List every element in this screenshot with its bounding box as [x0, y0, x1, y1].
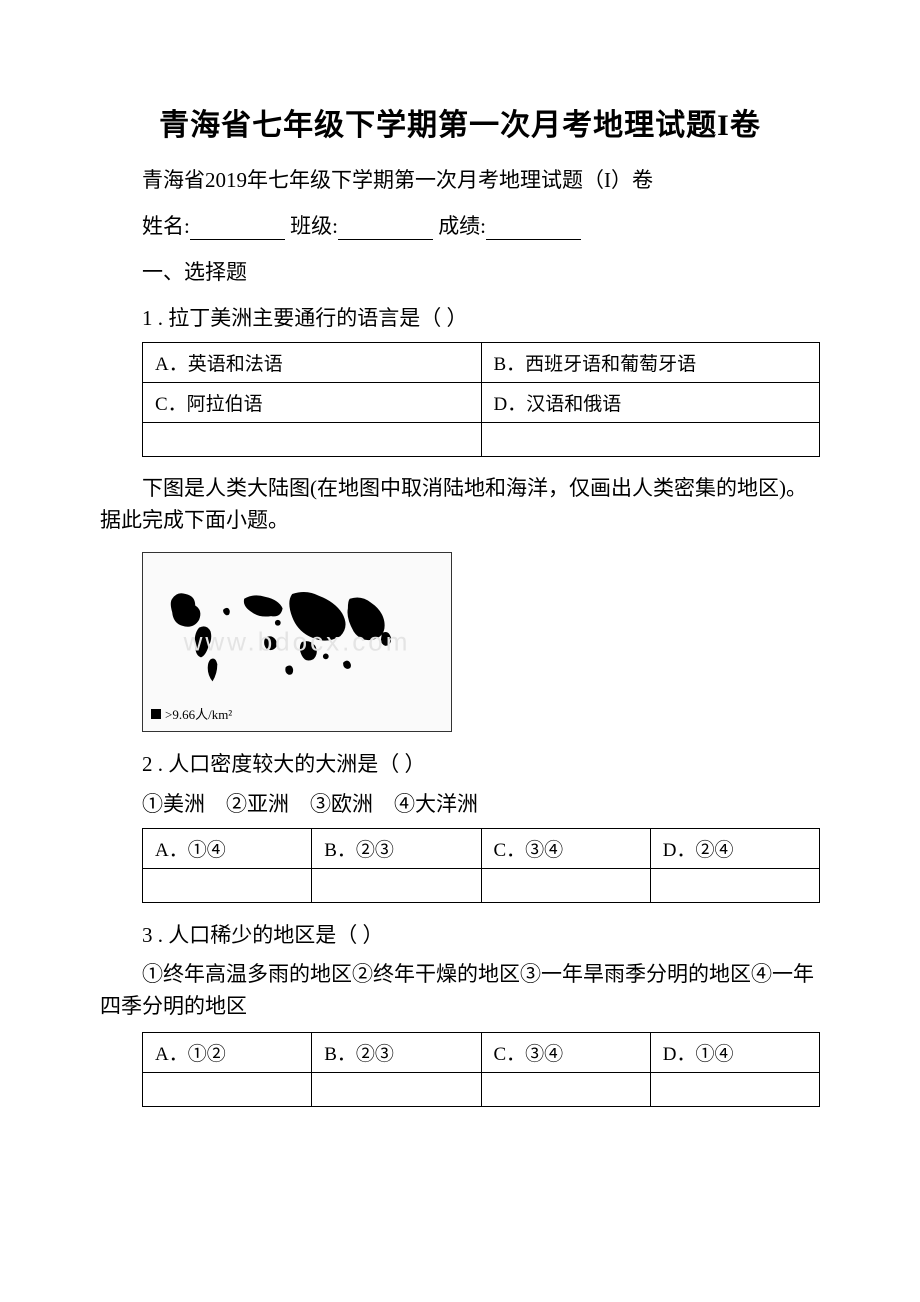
class-label: 班级: [290, 214, 338, 238]
q1-option-d: D．汉语和俄语 [481, 383, 820, 423]
q2-option-c: C．③④ [481, 829, 650, 869]
q3-option-d: D．①④ [650, 1033, 819, 1073]
q1-options-table: A．英语和法语 B．西班牙语和葡萄牙语 C．阿拉伯语 D．汉语和俄语 [142, 342, 820, 457]
table-row: A．①② B．②③ C．③④ D．①④ [143, 1033, 820, 1073]
table-row [143, 869, 820, 903]
name-label: 姓名: [142, 214, 190, 238]
empty-cell [143, 869, 312, 903]
page-title: 青海省七年级下学期第一次月考地理试题I卷 [100, 100, 820, 144]
q1-prompt: 1 . 拉丁美洲主要通行的语言是（ ） [100, 302, 820, 332]
map-legend: >9.66人/km² [151, 704, 232, 723]
empty-cell [143, 423, 482, 457]
q1-option-a: A．英语和法语 [143, 343, 482, 383]
empty-cell [481, 1073, 650, 1107]
q2-items: ①美洲 ②亚洲 ③欧洲 ④大洋洲 [100, 788, 820, 818]
name-blank [190, 220, 285, 240]
table-row: A．英语和法语 B．西班牙语和葡萄牙语 [143, 343, 820, 383]
q2-option-b: B．②③ [312, 829, 481, 869]
empty-cell [143, 1073, 312, 1107]
q3-prompt: 3 . 人口稀少的地区是（ ） [100, 919, 820, 949]
map-svg [153, 563, 441, 721]
empty-cell [312, 869, 481, 903]
q3-items: ①终年高温多雨的地区②终年干燥的地区③一年旱雨季分明的地区④一年四季分明的地区 [100, 959, 820, 1022]
q2-option-a: A．①④ [143, 829, 312, 869]
legend-text: >9.66人/km² [165, 704, 232, 723]
map-figure: www.bdocx.com >9.66人/km² [142, 552, 452, 732]
legend-square-icon [151, 709, 161, 719]
section-title: 一、选择题 [100, 256, 820, 286]
table-row [143, 423, 820, 457]
empty-cell [481, 423, 820, 457]
class-blank [338, 220, 433, 240]
map-intro: 下图是人类大陆图(在地图中取消陆地和海洋，仅画出人类密集的地区)。据此完成下面小… [100, 473, 820, 536]
q1-option-c: C．阿拉伯语 [143, 383, 482, 423]
subtitle: 青海省2019年七年级下学期第一次月考地理试题（I）卷 [100, 164, 820, 194]
empty-cell [650, 869, 819, 903]
q3-option-c: C．③④ [481, 1033, 650, 1073]
q3-options-table: A．①② B．②③ C．③④ D．①④ [142, 1032, 820, 1107]
score-label: 成绩: [438, 214, 486, 238]
q2-option-d: D．②④ [650, 829, 819, 869]
empty-cell [312, 1073, 481, 1107]
table-row: A．①④ B．②③ C．③④ D．②④ [143, 829, 820, 869]
table-row: C．阿拉伯语 D．汉语和俄语 [143, 383, 820, 423]
q3-option-b: B．②③ [312, 1033, 481, 1073]
info-line: 姓名: 班级: 成绩: [100, 210, 820, 240]
q2-prompt: 2 . 人口密度较大的大洲是（ ） [100, 748, 820, 778]
empty-cell [481, 869, 650, 903]
q2-options-table: A．①④ B．②③ C．③④ D．②④ [142, 828, 820, 903]
table-row [143, 1073, 820, 1107]
q1-option-b: B．西班牙语和葡萄牙语 [481, 343, 820, 383]
q3-option-a: A．①② [143, 1033, 312, 1073]
score-blank [486, 220, 581, 240]
empty-cell [650, 1073, 819, 1107]
